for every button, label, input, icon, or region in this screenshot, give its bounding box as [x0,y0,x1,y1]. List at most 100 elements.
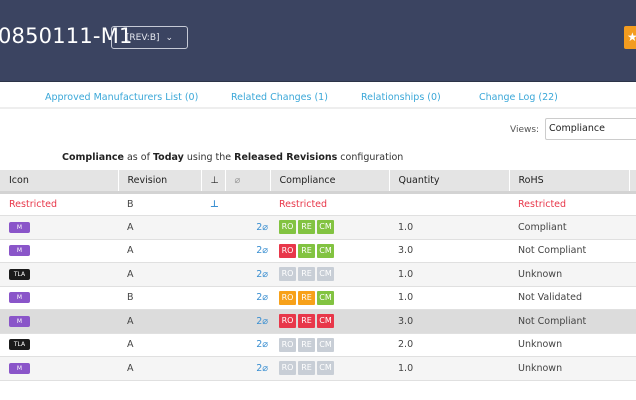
compliance-badge: RO [279,243,296,258]
pin-icon: ⊥ [210,174,219,186]
pin-cell [201,356,225,381]
pin-icon[interactable]: ⊥ [210,198,219,210]
attachments-cell: 2⌀ [225,262,270,287]
paperclip-icon: ⌀ [262,268,268,280]
attachment-count[interactable]: 2 [256,245,263,257]
compliance-cell: RO RE CM [270,286,389,310]
compliance-badge: RE [298,337,315,352]
quantity-cell: 1.0 [389,262,509,287]
compliance-badge: RE [298,314,315,329]
quantity-cell: 1.0 [389,215,509,240]
item-type-badge: M [9,362,30,374]
col-icon[interactable]: Icon [0,170,119,194]
pin-cell [201,333,225,357]
quantity-cell [389,192,509,216]
tab-partial[interactable]: ) [0,92,1,103]
paperclip-icon: ⌀ [262,315,268,327]
icon-cell: M [0,356,118,381]
paperclip-icon: ⌀ [262,221,268,233]
compliance-cell: Restricted [270,192,389,216]
col-quantity[interactable]: Quantity [389,170,510,194]
next-cell: N [629,286,636,310]
compliance-badge: RO [279,337,296,352]
attachments-cell: 2⌀ [225,356,270,381]
tab-change-log[interactable]: Change Log (22) [479,92,558,103]
compliance-badge: RO [279,361,296,376]
tab-approved-manufacturers[interactable]: Approved Manufacturers List (0) [45,92,199,103]
item-header: 0850111-M1 [REV:B] ⌄ ★ [0,0,636,82]
col-rohs[interactable]: RoHS [509,170,630,194]
next-cell: U [629,262,636,287]
paperclip-icon: ⌀ [262,292,268,304]
rohs-cell: Compliant [509,215,629,240]
chevron-down-icon: ⌄ [165,32,174,43]
col-revision[interactable]: Revision [118,170,202,194]
tab-relationships[interactable]: Relationships (0) [361,92,441,103]
rohs-cell: Unknown [509,333,629,357]
pin-cell [201,215,225,240]
revision-dropdown[interactable]: [REV:B] ⌄ [111,26,188,49]
paperclip-icon: ⌀ [262,245,268,257]
quantity-cell: 3.0 [389,239,509,263]
rohs-cell: Not Compliant [509,239,629,263]
star-icon[interactable]: ★ [624,26,636,49]
compliance-badge: CM [317,220,334,235]
paperclip-icon: ⌀ [262,362,268,374]
next-cell: C [629,239,636,263]
next-cell: U [629,333,636,357]
attachment-count[interactable]: 2 [256,292,263,304]
compliance-badge: RE [298,243,315,258]
pin-cell [201,239,225,263]
item-type-badge: TLA [9,339,30,351]
icon-cell: M [0,309,118,334]
compliance-cell: RO RE CM [270,239,389,263]
next-cell: N [629,309,636,334]
attachments-cell: 2⌀ [225,333,270,357]
revision-cell: A [118,309,201,334]
quantity-cell: 1.0 [389,356,509,381]
attachment-count[interactable]: 2 [256,221,263,233]
views-select[interactable]: Compliance [545,118,636,140]
compliance-cell: RO RE CM [270,215,389,240]
icon-cell: M [0,239,118,263]
quantity-cell: 3.0 [389,309,509,334]
attachment-count[interactable]: 2 [256,268,263,280]
col-attachments[interactable]: ⌀ [225,170,271,194]
pin-cell [201,286,225,310]
compliance-badge: CM [317,337,334,352]
col-compliance[interactable]: Compliance [270,170,390,194]
compliance-badge: RO [279,220,296,235]
compliance-badge: CM [317,361,334,376]
compliance-cell: RO RE CM [270,356,389,381]
tab-related-changes[interactable]: Related Changes (1) [231,92,328,103]
paperclip-icon: ⌀ [262,339,268,351]
compliance-badge: RO [279,290,296,305]
bom-table: Icon Revision ⊥ ⌀ Compliance Quantity Ro… [0,170,636,381]
next-cell: U [629,356,636,381]
icon-cell: TLA [0,262,118,287]
compliance-badge: RE [298,220,315,235]
next-cell: R [629,192,636,216]
quantity-cell: 1.0 [389,286,509,310]
col-next[interactable]: R [629,170,636,194]
attachment-count[interactable]: 2 [256,339,263,351]
item-type-badge: M [9,245,30,257]
compliance-badge: RO [279,314,296,329]
compliance-caption: Compliance as of Today using the Release… [62,152,404,163]
attachment-count[interactable]: 2 [256,362,263,374]
revision-cell: A [118,262,201,287]
compliance-cell: RO RE CM [270,262,389,287]
rohs-cell: Restricted [509,192,629,216]
compliance-cell: RO RE CM [270,333,389,357]
col-pin[interactable]: ⊥ [201,170,226,194]
revision-cell: B [118,286,201,310]
attachment-count[interactable]: 2 [256,315,263,327]
